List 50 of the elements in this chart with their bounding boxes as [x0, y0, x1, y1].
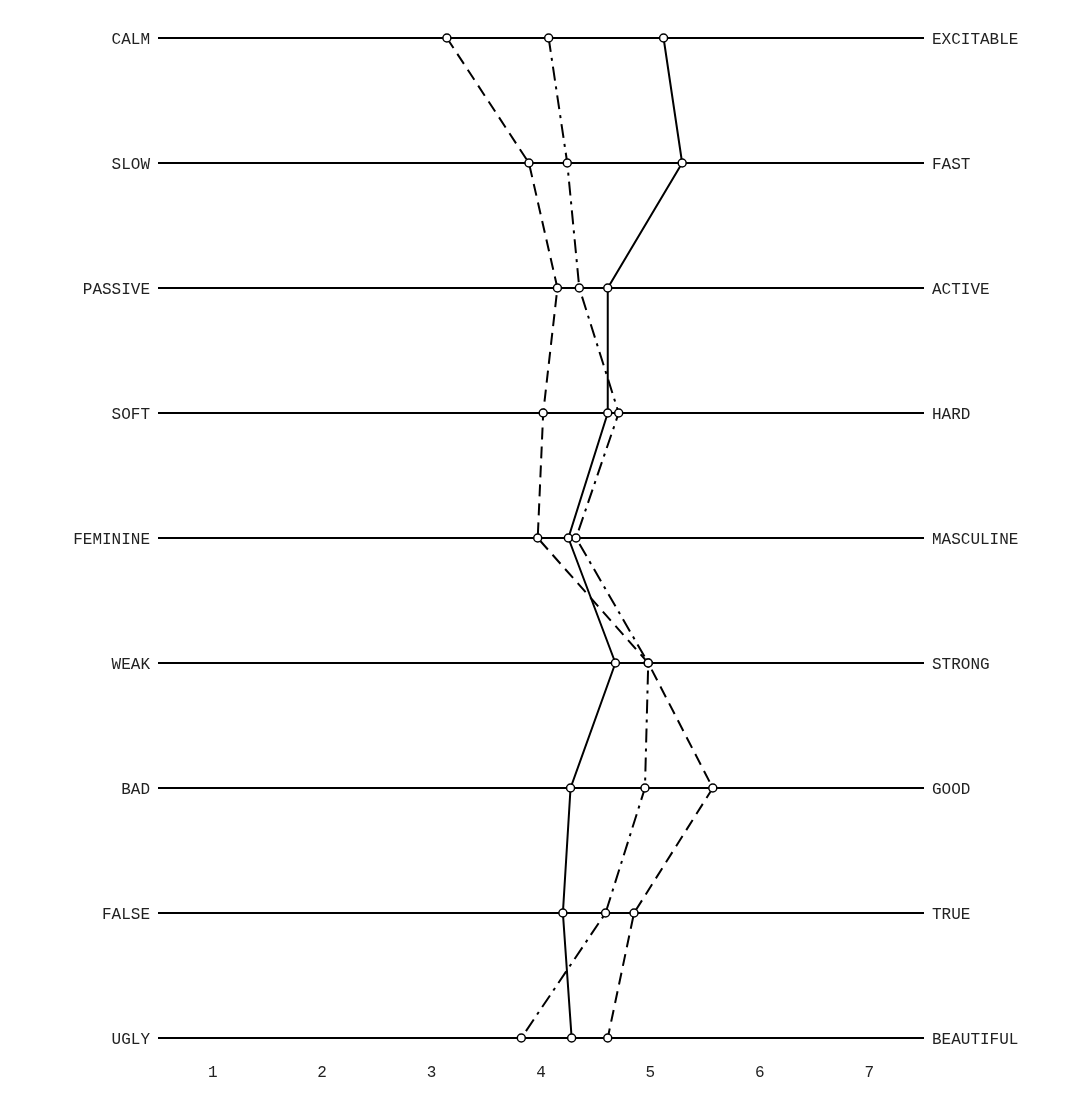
y-tick-label: SOFT: [111, 405, 150, 424]
y-tick-label: WEAK: [111, 655, 151, 674]
x-tick-label: 2: [317, 1064, 327, 1083]
point: [558, 908, 568, 918]
y-tick-label: CALM: [111, 30, 150, 49]
y2-tick-label: STRONG: [932, 655, 990, 674]
y2-tick-label: EXCITABLE: [932, 30, 1019, 49]
point: [524, 158, 534, 168]
y2-tick-label: MASCULINE: [932, 530, 1019, 549]
point: [640, 783, 650, 793]
y2-tick-label: ACTIVE: [932, 280, 990, 299]
point: [610, 658, 621, 668]
point: [532, 533, 543, 543]
y2-tick-label: TRUE: [932, 905, 971, 924]
point: [552, 283, 563, 293]
x-tick-label: 6: [755, 1064, 765, 1083]
point: [677, 158, 687, 168]
point: [600, 908, 611, 918]
point: [574, 283, 585, 293]
point: [613, 408, 624, 418]
point: [571, 533, 581, 543]
point: [543, 33, 554, 43]
y-tick-label: FEMININE: [73, 530, 150, 549]
point: [708, 783, 718, 793]
x-tick-label: 3: [426, 1064, 437, 1083]
y2-tick-label: HARD: [932, 405, 971, 424]
point: [629, 908, 639, 918]
x-tick-label: 5: [645, 1064, 656, 1083]
point: [603, 408, 613, 418]
point: [565, 783, 576, 793]
y-tick-label: PASSIVE: [82, 280, 150, 299]
y-tick-label: BAD: [121, 780, 150, 799]
x-tick-label: 7: [864, 1064, 875, 1083]
y-tick-label: SLOW: [111, 155, 151, 174]
point: [566, 1033, 577, 1043]
y-tick-label: FALSE: [101, 905, 150, 924]
y2-tick-label: GOOD: [932, 780, 971, 799]
x-tick-label: 1: [207, 1064, 218, 1083]
y2-tick-label: FAST: [932, 155, 971, 174]
x-tick-label: 4: [536, 1064, 546, 1083]
point: [538, 408, 548, 418]
point: [658, 33, 669, 43]
point: [562, 158, 573, 168]
point: [563, 533, 574, 543]
point: [516, 1033, 527, 1043]
point: [442, 33, 452, 43]
y-tick-label: UGLY: [111, 1030, 151, 1049]
point: [603, 1033, 613, 1043]
y2-tick-label: BEAUTIFUL: [932, 1030, 1019, 1049]
point: [603, 283, 613, 293]
